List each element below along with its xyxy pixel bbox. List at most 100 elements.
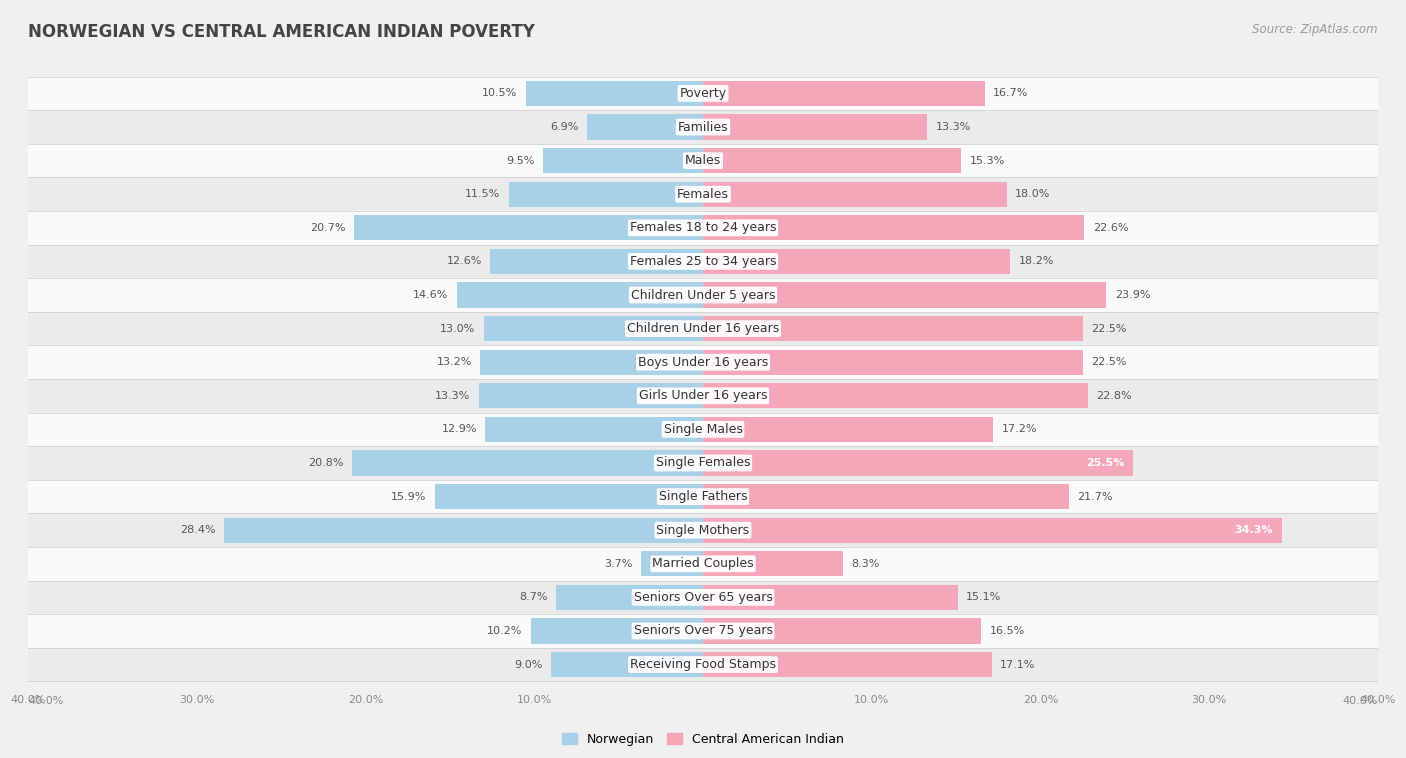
Text: Seniors Over 75 years: Seniors Over 75 years xyxy=(634,625,772,637)
Text: Boys Under 16 years: Boys Under 16 years xyxy=(638,356,768,368)
Text: 3.7%: 3.7% xyxy=(603,559,633,568)
Bar xyxy=(354,215,703,240)
Bar xyxy=(28,412,1378,446)
Bar xyxy=(703,148,962,174)
Text: 23.9%: 23.9% xyxy=(1115,290,1150,300)
Text: 15.1%: 15.1% xyxy=(966,593,1001,603)
Bar xyxy=(434,484,703,509)
Bar xyxy=(703,215,1084,240)
Bar xyxy=(28,446,1378,480)
Text: 8.7%: 8.7% xyxy=(519,593,548,603)
Bar xyxy=(224,518,703,543)
Text: 22.6%: 22.6% xyxy=(1092,223,1128,233)
Text: 17.1%: 17.1% xyxy=(1000,659,1035,669)
Text: 15.9%: 15.9% xyxy=(391,492,426,502)
Text: 28.4%: 28.4% xyxy=(180,525,215,535)
Bar xyxy=(703,584,957,610)
Bar xyxy=(28,547,1378,581)
Text: 34.3%: 34.3% xyxy=(1234,525,1274,535)
Text: Males: Males xyxy=(685,154,721,167)
Text: Females 18 to 24 years: Females 18 to 24 years xyxy=(630,221,776,234)
Text: NORWEGIAN VS CENTRAL AMERICAN INDIAN POVERTY: NORWEGIAN VS CENTRAL AMERICAN INDIAN POV… xyxy=(28,23,536,41)
Text: 9.5%: 9.5% xyxy=(506,155,534,165)
Text: 16.7%: 16.7% xyxy=(993,89,1029,99)
Bar xyxy=(703,484,1069,509)
Text: Children Under 16 years: Children Under 16 years xyxy=(627,322,779,335)
Text: 22.5%: 22.5% xyxy=(1091,324,1126,334)
Text: 17.2%: 17.2% xyxy=(1001,424,1038,434)
Bar xyxy=(28,379,1378,412)
Text: 12.6%: 12.6% xyxy=(447,256,482,266)
Text: Married Couples: Married Couples xyxy=(652,557,754,570)
Bar xyxy=(28,177,1378,211)
Bar xyxy=(352,450,703,475)
Bar xyxy=(586,114,703,139)
Bar xyxy=(703,249,1010,274)
Bar xyxy=(526,81,703,106)
Text: 40.0%: 40.0% xyxy=(28,697,63,706)
Text: 13.2%: 13.2% xyxy=(436,357,472,367)
Bar xyxy=(703,81,984,106)
Text: 25.5%: 25.5% xyxy=(1087,458,1125,468)
Text: 15.3%: 15.3% xyxy=(970,155,1005,165)
Bar xyxy=(28,648,1378,681)
Text: 20.7%: 20.7% xyxy=(309,223,346,233)
Bar xyxy=(703,551,844,576)
Text: 10.5%: 10.5% xyxy=(482,89,517,99)
Bar xyxy=(28,245,1378,278)
Bar xyxy=(491,249,703,274)
Text: 14.6%: 14.6% xyxy=(413,290,449,300)
Bar xyxy=(703,283,1107,308)
Bar xyxy=(28,77,1378,110)
Bar xyxy=(478,384,703,409)
Text: Single Mothers: Single Mothers xyxy=(657,524,749,537)
Bar xyxy=(703,384,1088,409)
Text: Families: Families xyxy=(678,121,728,133)
Text: 22.8%: 22.8% xyxy=(1097,391,1132,401)
Text: Seniors Over 65 years: Seniors Over 65 years xyxy=(634,591,772,604)
Text: Single Fathers: Single Fathers xyxy=(659,490,747,503)
Bar xyxy=(28,144,1378,177)
Bar xyxy=(703,652,991,677)
Bar xyxy=(703,114,928,139)
Bar xyxy=(509,182,703,207)
Text: 13.3%: 13.3% xyxy=(434,391,470,401)
Bar xyxy=(703,619,981,644)
Bar xyxy=(543,148,703,174)
Bar xyxy=(28,513,1378,547)
Text: 18.2%: 18.2% xyxy=(1018,256,1054,266)
Bar xyxy=(641,551,703,576)
Legend: Norwegian, Central American Indian: Norwegian, Central American Indian xyxy=(562,733,844,746)
Bar xyxy=(703,518,1282,543)
Bar xyxy=(28,614,1378,648)
Text: 8.3%: 8.3% xyxy=(852,559,880,568)
Text: 18.0%: 18.0% xyxy=(1015,190,1050,199)
Bar xyxy=(703,182,1007,207)
Bar xyxy=(703,417,993,442)
Text: 16.5%: 16.5% xyxy=(990,626,1025,636)
Text: Females: Females xyxy=(678,188,728,201)
Bar xyxy=(703,349,1083,374)
Bar xyxy=(551,652,703,677)
Bar xyxy=(28,581,1378,614)
Bar xyxy=(703,450,1133,475)
Text: Single Females: Single Females xyxy=(655,456,751,469)
Text: 12.9%: 12.9% xyxy=(441,424,477,434)
Bar xyxy=(703,316,1083,341)
Text: Single Males: Single Males xyxy=(664,423,742,436)
Text: 6.9%: 6.9% xyxy=(550,122,578,132)
Bar xyxy=(28,211,1378,245)
Text: Source: ZipAtlas.com: Source: ZipAtlas.com xyxy=(1253,23,1378,36)
Text: 21.7%: 21.7% xyxy=(1077,492,1114,502)
Bar xyxy=(481,349,703,374)
Text: 13.0%: 13.0% xyxy=(440,324,475,334)
Bar xyxy=(28,480,1378,513)
Bar xyxy=(457,283,703,308)
Bar xyxy=(557,584,703,610)
Text: 9.0%: 9.0% xyxy=(515,659,543,669)
Text: 22.5%: 22.5% xyxy=(1091,357,1126,367)
Text: 40.0%: 40.0% xyxy=(1343,697,1378,706)
Text: Poverty: Poverty xyxy=(679,87,727,100)
Bar xyxy=(28,312,1378,346)
Text: Girls Under 16 years: Girls Under 16 years xyxy=(638,390,768,402)
